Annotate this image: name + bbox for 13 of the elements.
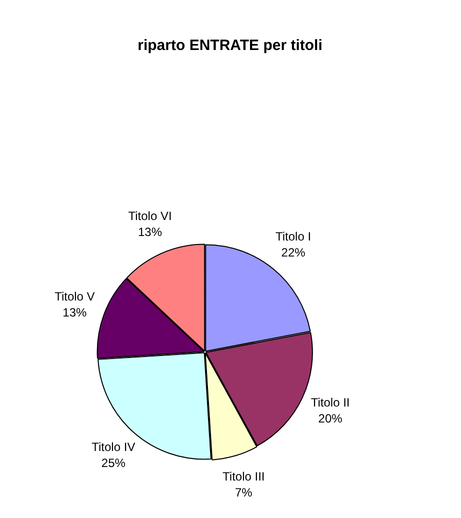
slice-label: Titolo II — [310, 395, 350, 410]
chart-title: riparto ENTRATE per titoli — [138, 37, 322, 54]
data-label: 22% — [281, 246, 306, 260]
data-label: 7% — [234, 485, 253, 500]
data-label: 25% — [101, 456, 126, 470]
slice-label: Titolo III — [222, 469, 265, 484]
data-label: 13% — [138, 225, 162, 240]
slice-label: Titolo V — [54, 289, 95, 304]
slice-label: Titolo I — [275, 230, 312, 244]
data-label: 13% — [62, 305, 88, 320]
slice-label: Titolo VI — [128, 209, 172, 224]
slice-label: Titolo IV — [92, 440, 136, 454]
data-label: 20% — [318, 411, 343, 426]
